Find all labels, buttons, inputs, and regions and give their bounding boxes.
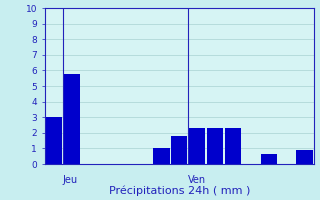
Text: Ven: Ven [188,175,206,185]
Bar [260,154,277,164]
Bar [153,148,170,164]
Text: Précipitations 24h ( mm ): Précipitations 24h ( mm ) [108,186,250,196]
Bar [45,117,62,164]
Bar [171,136,188,164]
Text: Jeu: Jeu [63,175,78,185]
Bar [225,128,241,164]
Bar [296,150,313,164]
Bar [63,74,80,164]
Bar [207,128,223,164]
Bar [189,128,205,164]
